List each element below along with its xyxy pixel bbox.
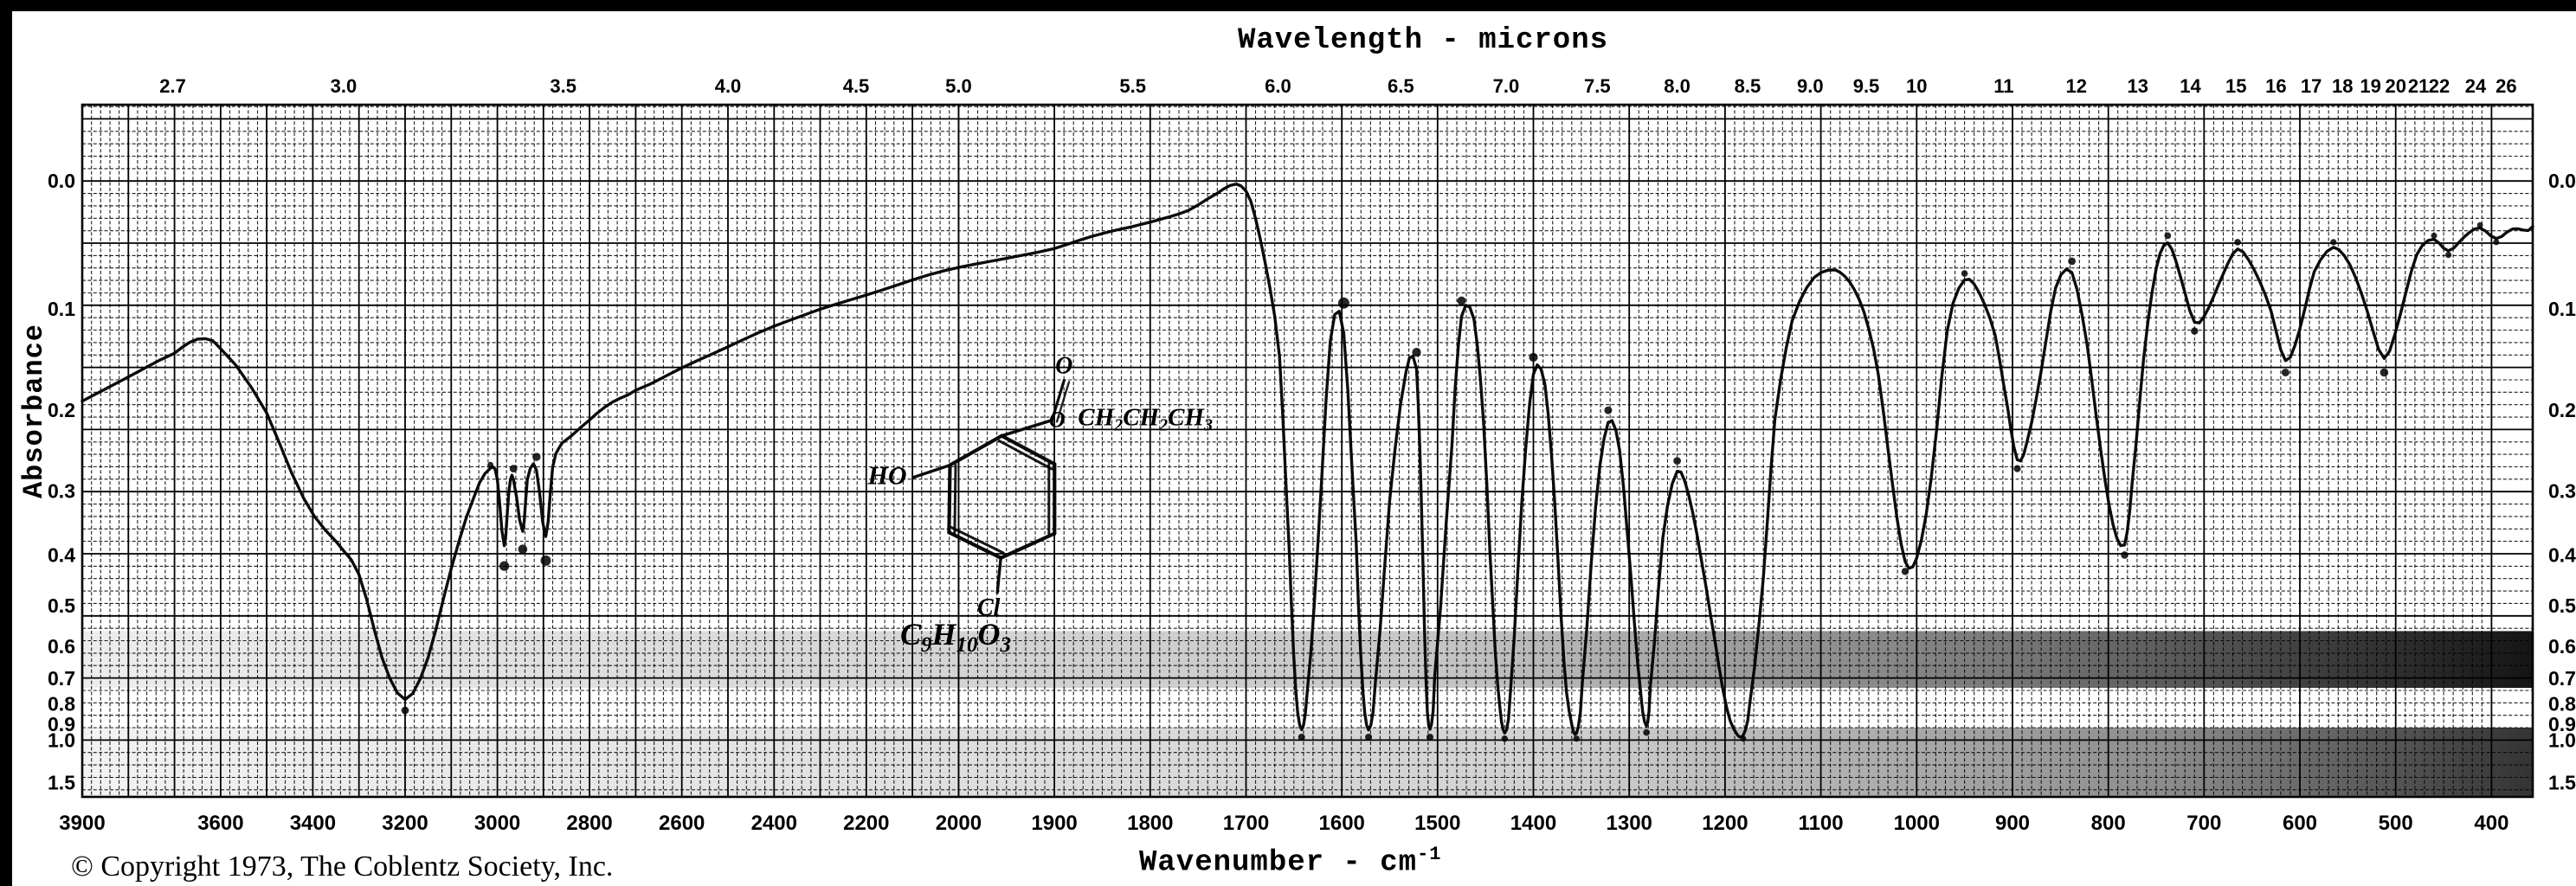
svg-text:0.8: 0.8	[48, 692, 75, 715]
svg-text:13: 13	[2127, 75, 2148, 97]
svg-text:9.5: 9.5	[1853, 75, 1880, 97]
svg-text:1.5: 1.5	[48, 772, 75, 794]
svg-text:0.6: 0.6	[2548, 635, 2576, 658]
svg-text:HO: HO	[867, 462, 907, 491]
svg-text:0.3: 0.3	[48, 479, 75, 502]
svg-text:O: O	[1049, 408, 1066, 433]
svg-text:900: 900	[1995, 812, 2030, 835]
svg-text:2.7: 2.7	[159, 75, 186, 97]
svg-text:0.2: 0.2	[48, 399, 75, 421]
svg-text:7.0: 7.0	[1493, 75, 1520, 97]
svg-text:8.5: 8.5	[1735, 75, 1761, 97]
svg-text:0.7: 0.7	[48, 667, 75, 690]
svg-text:0.4: 0.4	[2548, 543, 2576, 566]
svg-text:2600: 2600	[659, 812, 705, 835]
svg-text:0.8: 0.8	[2548, 692, 2576, 715]
svg-text:3900: 3900	[59, 812, 105, 835]
svg-text:1200: 1200	[1702, 812, 1748, 835]
svg-text:1800: 1800	[1127, 812, 1173, 835]
svg-text:1900: 1900	[1031, 812, 1077, 835]
svg-text:700: 700	[2186, 812, 2221, 835]
svg-text:1.0: 1.0	[48, 729, 75, 751]
svg-text:18: 18	[2332, 75, 2353, 97]
svg-text:12: 12	[2066, 75, 2087, 97]
svg-text:3.5: 3.5	[550, 75, 576, 97]
svg-text:21: 21	[2408, 75, 2429, 97]
svg-text:5.5: 5.5	[1119, 75, 1146, 97]
svg-text:1400: 1400	[1510, 812, 1556, 835]
svg-text:10: 10	[1906, 75, 1927, 97]
svg-text:800: 800	[2091, 812, 2126, 835]
svg-text:19: 19	[2360, 75, 2380, 97]
svg-text:3600: 3600	[197, 812, 243, 835]
svg-text:0.7: 0.7	[2548, 667, 2576, 690]
svg-text:24: 24	[2465, 75, 2487, 97]
svg-text:2200: 2200	[843, 812, 889, 835]
svg-text:0.5: 0.5	[2548, 594, 2576, 617]
svg-text:600: 600	[2283, 812, 2317, 835]
svg-text:4.5: 4.5	[843, 75, 870, 97]
svg-text:3400: 3400	[290, 812, 336, 835]
svg-text:26: 26	[2496, 75, 2516, 97]
svg-text:1100: 1100	[1799, 812, 1844, 835]
svg-text:0.1: 0.1	[48, 298, 75, 320]
svg-text:0.0: 0.0	[48, 170, 75, 192]
svg-text:7.5: 7.5	[1584, 75, 1611, 97]
svg-text:1300: 1300	[1607, 812, 1652, 835]
svg-text:O: O	[1055, 353, 1072, 380]
svg-text:22: 22	[2429, 75, 2450, 97]
svg-text:2400: 2400	[751, 812, 797, 835]
svg-text:1500: 1500	[1414, 812, 1460, 835]
svg-text:1600: 1600	[1319, 812, 1365, 835]
svg-text:0.2: 0.2	[2548, 399, 2576, 421]
svg-text:15: 15	[2225, 75, 2246, 97]
svg-text:17: 17	[2301, 75, 2322, 97]
svg-text:400: 400	[2474, 812, 2508, 835]
svg-text:9.0: 9.0	[1797, 75, 1824, 97]
svg-text:16: 16	[2265, 75, 2286, 97]
svg-text:4.0: 4.0	[715, 75, 742, 97]
svg-text:8.0: 8.0	[1664, 75, 1690, 97]
svg-text:0.0: 0.0	[2548, 170, 2576, 192]
svg-text:0.5: 0.5	[48, 594, 75, 617]
svg-text:1.5: 1.5	[2548, 772, 2576, 794]
svg-text:2800: 2800	[566, 812, 612, 835]
svg-text:0.6: 0.6	[48, 635, 75, 658]
svg-text:20: 20	[2385, 75, 2405, 97]
svg-text:0.1: 0.1	[2548, 298, 2576, 320]
svg-text:6.0: 6.0	[1265, 75, 1291, 97]
svg-text:14: 14	[2180, 75, 2201, 97]
svg-text:6.5: 6.5	[1388, 75, 1414, 97]
svg-text:C9H10O3: C9H10O3	[900, 617, 1011, 657]
svg-text:500: 500	[2379, 812, 2413, 835]
svg-text:3200: 3200	[382, 812, 428, 835]
svg-text:1700: 1700	[1223, 812, 1269, 835]
svg-text:3000: 3000	[474, 812, 520, 835]
svg-text:1.0: 1.0	[2548, 729, 2576, 751]
svg-text:1000: 1000	[1894, 812, 1940, 835]
svg-text:2000: 2000	[936, 812, 982, 835]
svg-text:CH2CH2CH3: CH2CH2CH3	[1078, 404, 1213, 435]
svg-text:0.4: 0.4	[48, 543, 75, 566]
svg-text:5.0: 5.0	[945, 75, 972, 97]
svg-text:3.0: 3.0	[331, 75, 357, 97]
svg-text:0.3: 0.3	[2548, 479, 2576, 502]
svg-text:11: 11	[1993, 75, 2013, 97]
